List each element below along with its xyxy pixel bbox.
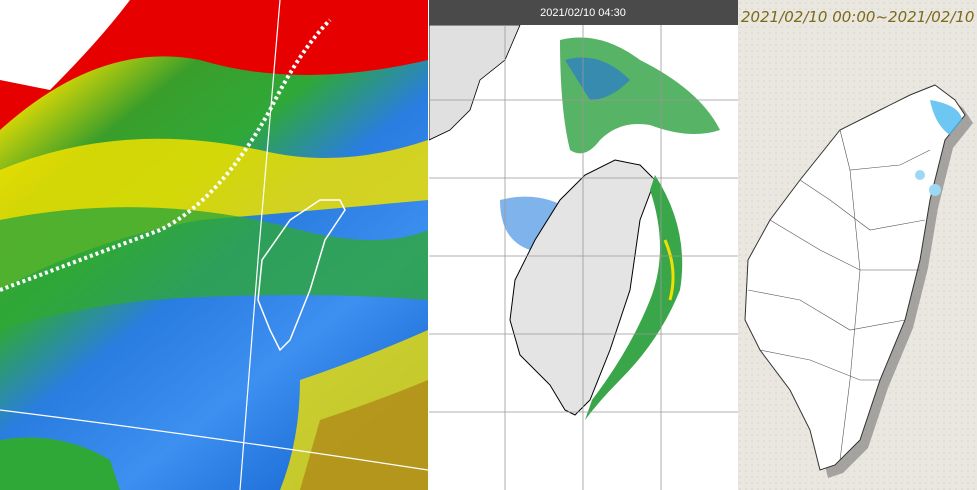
radar-panel [429,25,738,490]
cloud-green [0,207,428,330]
meridian [239,0,281,490]
radar-timestamp: 2021/02/10 04:30 [540,7,626,19]
cloud-white [0,0,130,90]
taiwan-map [744,84,966,471]
rainfall-north [930,100,962,135]
parallel [0,409,428,471]
mainland-coast [429,25,521,141]
cloud-brown [300,380,428,490]
echo-east-yellow [663,239,675,301]
taiwan-outline [257,199,346,352]
rainfall-spot [929,184,941,196]
rainfall-spot [915,170,925,180]
satellite-panel [0,0,428,490]
taiwan-island [509,159,656,416]
radar-grid [429,25,738,490]
echo-north-blue [565,57,630,100]
echo-east [585,175,683,420]
radar-header [429,0,738,25]
cloud-green-south [0,437,120,490]
county-borders [747,129,931,461]
rainfall-period: 2021/02/10 00:00~2021/02/10 04:30 [741,8,977,26]
